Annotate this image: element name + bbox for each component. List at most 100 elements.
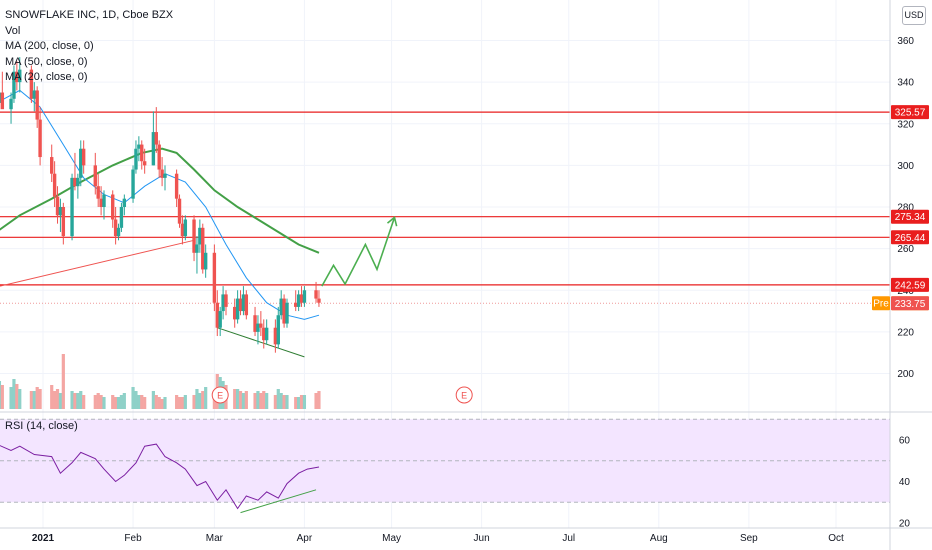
volume-bar [204, 387, 208, 409]
volume-bar [76, 393, 80, 409]
x-tick-label: Oct [828, 533, 844, 544]
volume-bar [50, 385, 54, 409]
ma50-line [0, 147, 320, 254]
projection-line [321, 217, 396, 287]
volume-bar [58, 393, 63, 409]
currency-button[interactable]: USD [902, 6, 926, 25]
volume-bar [9, 387, 13, 409]
candle-body [70, 177, 74, 237]
candle-body [93, 165, 97, 187]
last-price-tag-bg [891, 296, 929, 311]
horizontal-levels[interactable] [0, 111, 890, 304]
volume-bar [38, 389, 42, 409]
candle-body [81, 148, 86, 166]
candle-body [262, 327, 266, 341]
candle-body [317, 298, 321, 303]
volume-bar [183, 395, 187, 409]
candle-body [9, 98, 13, 110]
legend-vol[interactable]: Vol [5, 24, 21, 37]
volume-bar [143, 397, 147, 409]
legend-ma200[interactable]: MA (200, close, 0) [5, 40, 94, 52]
volume-bar [276, 389, 280, 409]
level-tag-bg [891, 209, 929, 224]
rsi-tick-label: 20 [899, 519, 911, 530]
rsi-tick-label: 60 [899, 436, 911, 447]
volume-bar [285, 395, 289, 409]
volume-bar [259, 393, 263, 409]
volume-bar [35, 387, 39, 409]
candle-body [73, 177, 77, 187]
rsi-divergence-line [240, 489, 317, 514]
candle-body [113, 219, 118, 237]
volume-bar [177, 397, 182, 409]
grid [0, 0, 890, 528]
candle-body [285, 302, 289, 324]
volume-bar [233, 389, 237, 409]
volume-bar [180, 397, 185, 409]
candle-body [256, 323, 260, 332]
support-trendline [0, 239, 195, 287]
candle-body [96, 186, 100, 199]
last-price-tag-text: 233.75 [895, 299, 926, 310]
candle-body [174, 173, 179, 199]
candle-body [296, 294, 301, 307]
rsi-label[interactable]: RSI (14, close) [5, 420, 78, 432]
y-tick-label: 220 [897, 327, 914, 338]
volume-bar [96, 393, 100, 409]
candle-body [215, 302, 219, 328]
level-tag-bg [891, 277, 929, 292]
volume-bar [151, 391, 155, 409]
x-tick-label: May [382, 533, 401, 544]
volume-bar [137, 395, 141, 409]
trendlines[interactable] [0, 239, 317, 514]
candle-body [76, 177, 80, 187]
candle-body [0, 92, 2, 103]
candle-body [294, 302, 298, 307]
candle-body [142, 161, 147, 166]
volume-bar [12, 379, 16, 409]
volume-bar [93, 395, 97, 409]
level-tag-bg [891, 105, 929, 120]
volume-bar [102, 397, 106, 409]
candle-body [15, 71, 19, 83]
candle-body [221, 294, 225, 312]
volume-bar [18, 389, 22, 409]
volume-bar [55, 389, 60, 409]
candle-body [273, 327, 278, 345]
candle-body [201, 227, 205, 270]
candle-body [58, 207, 63, 216]
y-tick-label: 360 [897, 36, 914, 47]
volume-bar [111, 395, 115, 409]
projection-path[interactable] [321, 215, 398, 287]
level-tag-text: 242.59 [895, 280, 926, 291]
x-tick-label: Aug [650, 533, 668, 544]
earnings-marker [211, 386, 229, 404]
volume-bar [119, 395, 124, 409]
candle-body [137, 144, 141, 149]
legend-ma20[interactable]: MA (20, close, 0) [5, 71, 88, 83]
volume-bar [163, 397, 167, 409]
symbol-title[interactable]: SNOWFLAKE INC, 1D, Cboe BZX [5, 9, 174, 21]
candle-body [38, 119, 42, 158]
candle-body [264, 327, 269, 341]
volume-bar [61, 354, 65, 409]
y-tick-label: 320 [897, 119, 914, 130]
legend-ma50[interactable]: MA (50, close, 0) [5, 55, 88, 68]
volume-bar [253, 393, 257, 409]
candle-body [253, 315, 257, 332]
x-tick-label: Mar [206, 533, 224, 544]
projection-arrowhead [386, 215, 398, 227]
candle-body [203, 252, 208, 270]
candle-body [163, 173, 167, 178]
volume-bar [294, 397, 298, 409]
volume-bar [131, 387, 135, 409]
volume-bar [116, 397, 121, 409]
y-tick-label: 340 [897, 78, 914, 89]
candle-body [116, 227, 121, 237]
volume-bar [73, 393, 77, 409]
rsi-tick-label: 40 [899, 477, 911, 488]
volume-bar [279, 393, 283, 409]
volume-bar [256, 391, 260, 409]
